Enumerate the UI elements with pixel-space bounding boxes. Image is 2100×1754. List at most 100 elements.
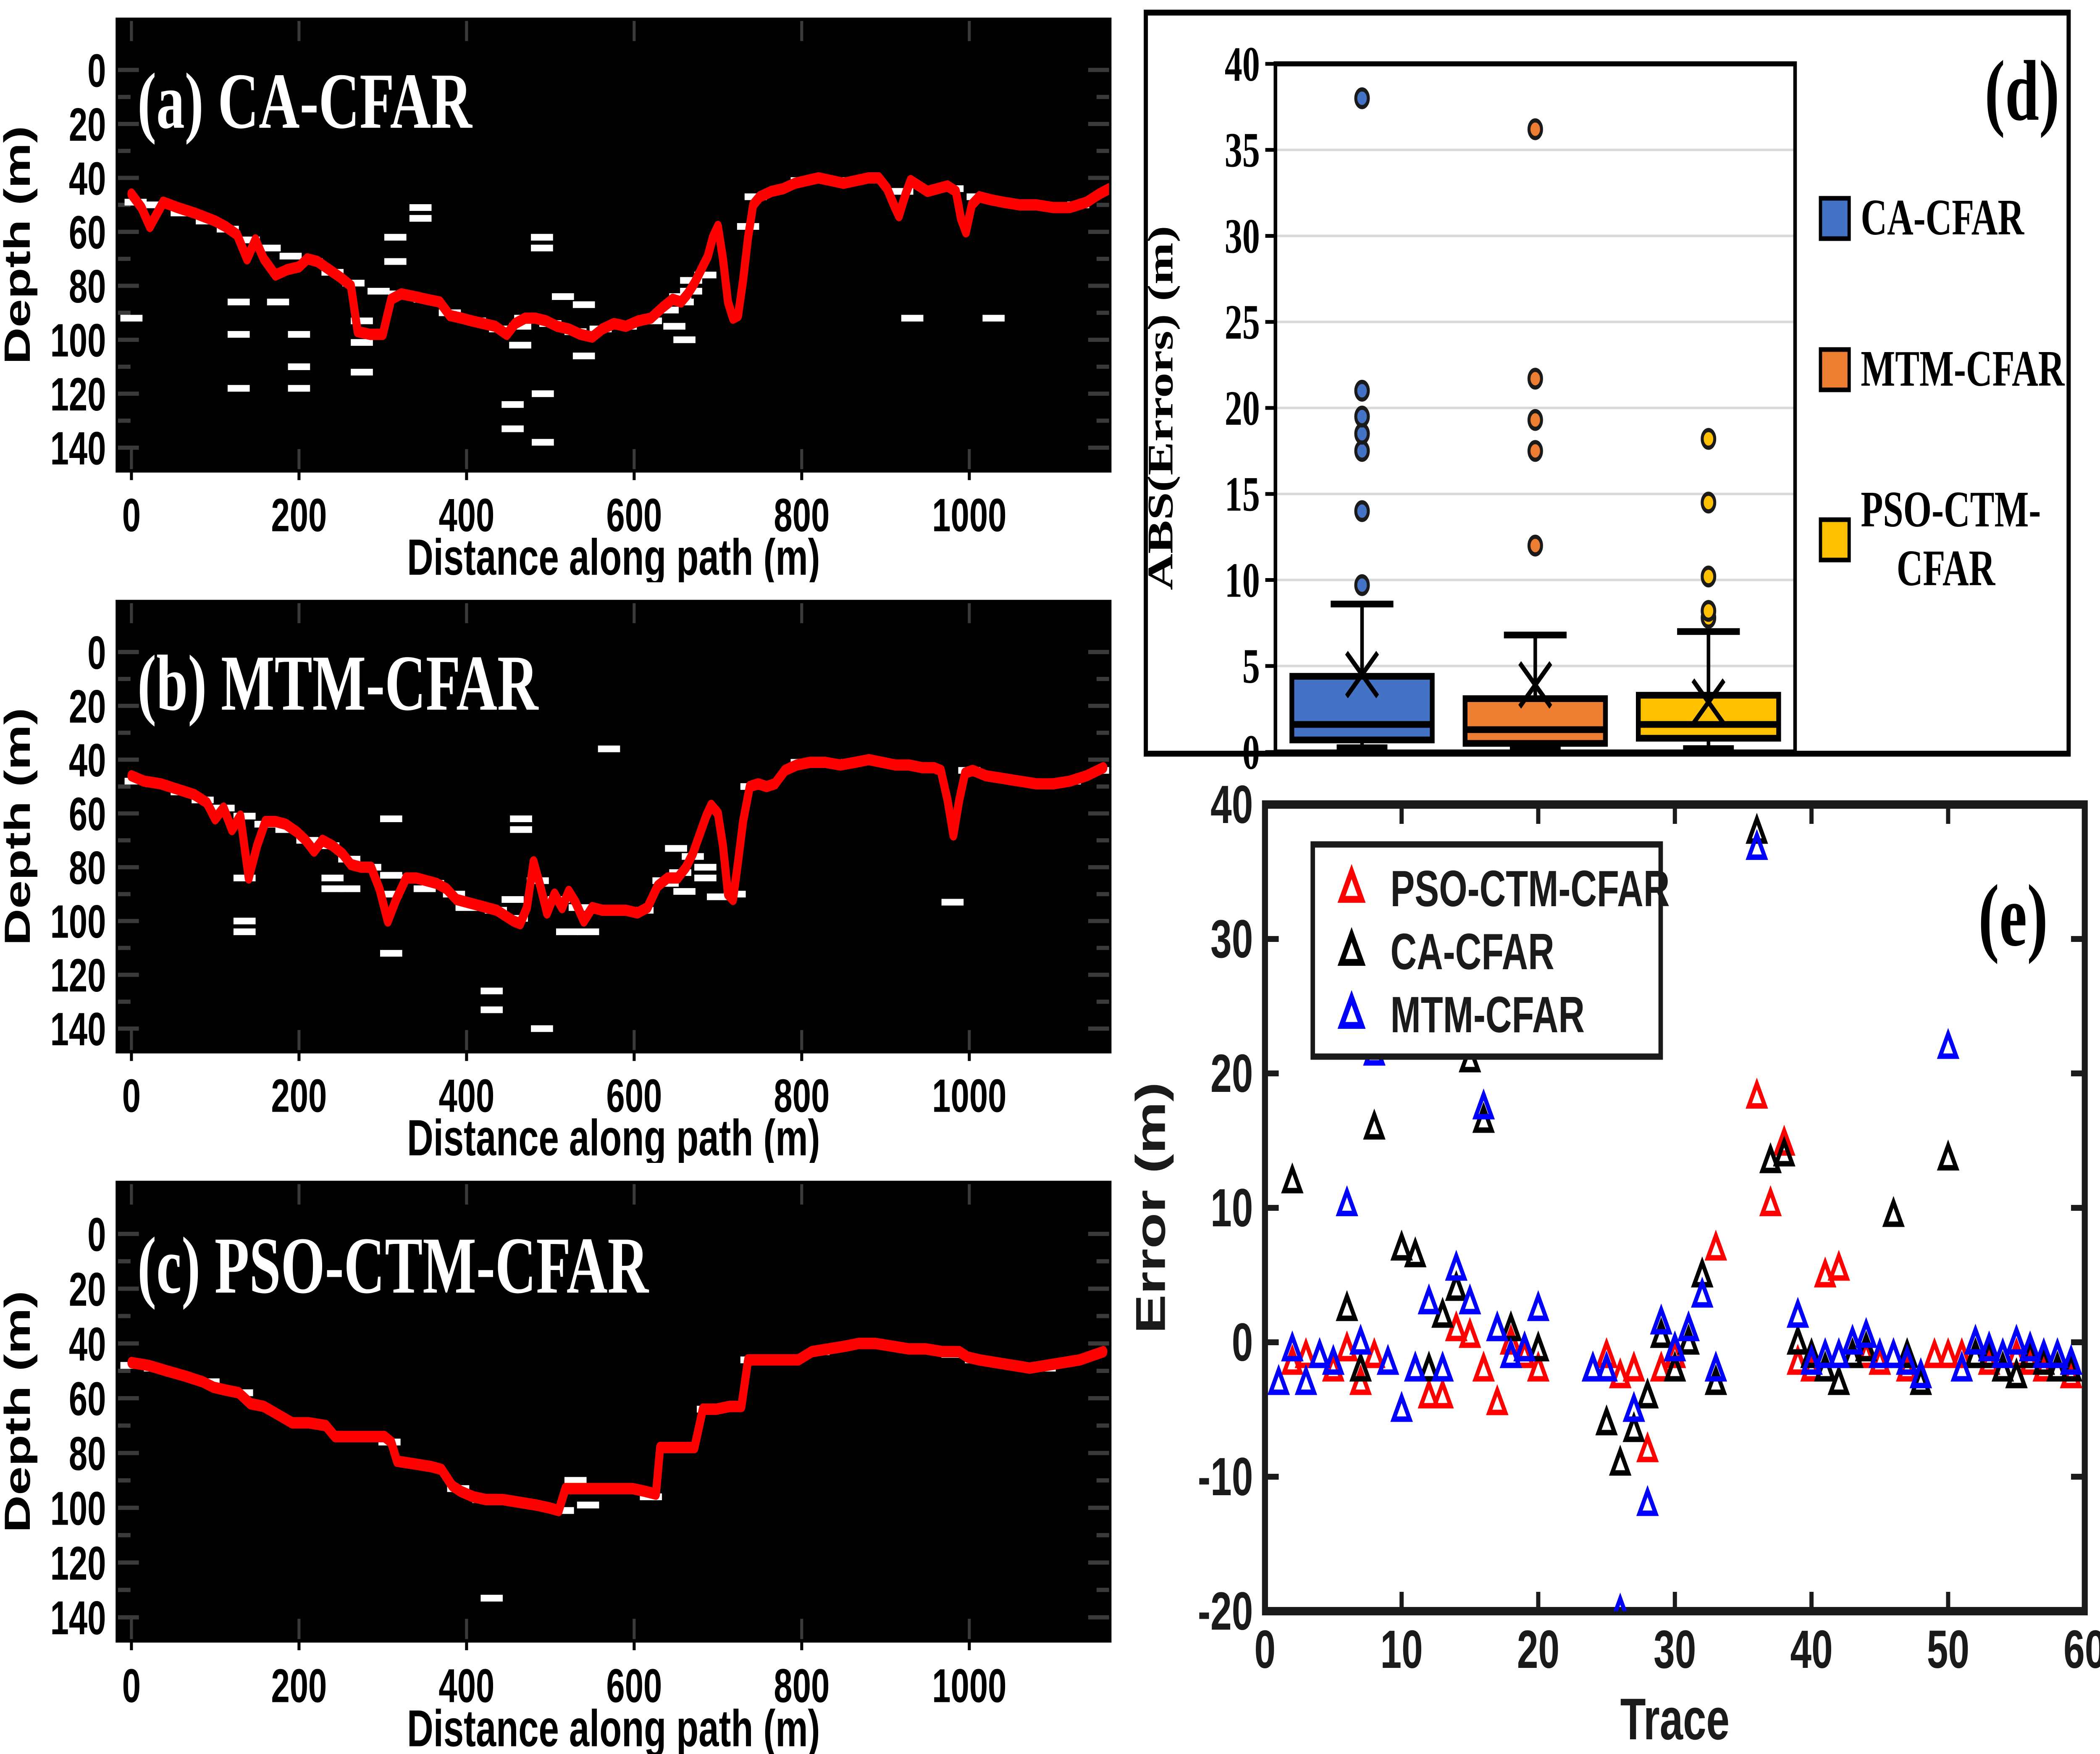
y-tick-label: 20 (69, 680, 106, 733)
detection-mark (901, 315, 924, 322)
panel-e-scatter: 0 10 20 30 40 50 60 -20 -10 0 10 20 30 40 Trace Error (… (1120, 781, 2100, 1754)
x-tick-label: 400 (438, 489, 494, 542)
y-tick-label: 80 (69, 260, 106, 313)
x-tick-label: 50 (1927, 1619, 1969, 1680)
scatter-point (1322, 1344, 1345, 1375)
y-tick-label: 30 (1210, 909, 1253, 969)
detection-mark (368, 288, 390, 295)
scatter-point (1746, 1078, 1768, 1109)
scatter-point (2032, 1337, 2055, 1368)
scatter-point (1964, 1323, 1987, 1355)
y-tick-label: 60 (69, 1372, 106, 1425)
outlier-point (1354, 423, 1370, 445)
scatter-point (1376, 1344, 1399, 1375)
detection-mark (556, 928, 578, 935)
scatter-point (1445, 1249, 1468, 1281)
x-tick-label: 0 (122, 1070, 141, 1122)
scatter-point (1937, 1028, 1960, 1059)
axis-ticks (118, 603, 1109, 1061)
x-tick-label: 1000 (932, 489, 1006, 542)
x-tick-label: 400 (438, 1070, 494, 1122)
detection-mark (673, 336, 696, 343)
y-tick-label: 35 (1225, 123, 1260, 178)
y-axis-label: Depth (m) (0, 708, 38, 946)
y-tick-label: 40 (69, 734, 106, 786)
outlier-point (1354, 87, 1370, 109)
scatter-point (1896, 1337, 1919, 1368)
scatter-point (1937, 1139, 1960, 1171)
scatter-point (1527, 1350, 1550, 1382)
scatter-point (1613, 1592, 1627, 1611)
scatter-point (1349, 1323, 1372, 1355)
detection-mark (673, 888, 696, 895)
scatter-point (1513, 1337, 1536, 1368)
detection-mark (531, 245, 553, 252)
detection-mark (501, 401, 524, 408)
y-tick-label: 120 (50, 1536, 106, 1590)
scatter-point (1581, 1350, 1604, 1382)
x-tick-label: 800 (774, 1659, 830, 1712)
detection-mark (551, 293, 574, 300)
scatter-point (1404, 1350, 1427, 1382)
detection-mark (501, 425, 524, 432)
detection-mark (665, 845, 687, 852)
scatter-point (1896, 1344, 1919, 1375)
y-tick-label: 20 (1225, 381, 1260, 436)
y-axis-label: Depth (m) (0, 1291, 38, 1533)
x-axis-label: Distance along path (m) (407, 529, 820, 582)
x-axis-label: Distance along path (m) (407, 1110, 820, 1163)
y-tick-label: 0 (87, 626, 106, 679)
scatter-point (1418, 1350, 1440, 1382)
detection-mark (480, 1006, 503, 1013)
legend-swatch (1819, 517, 1851, 563)
scatter-point (1786, 1323, 1809, 1355)
detection-mark (707, 893, 729, 900)
scatter-point (1595, 1404, 1618, 1436)
y-tick-label: 25 (1225, 295, 1260, 350)
scatter-point (1636, 1377, 1659, 1409)
scatter-point (1704, 1350, 1727, 1382)
detection-mark (509, 342, 531, 349)
legend-label: CFAR (1897, 540, 1996, 597)
y-tick-label: 140 (50, 1003, 106, 1055)
y-tick-label: 80 (69, 841, 106, 894)
legend-label: PSO-CTM-CFAR (1391, 860, 1670, 917)
x-tick-label: 200 (271, 1070, 327, 1122)
detection-mark (941, 899, 964, 906)
y-tick-label: 40 (1210, 781, 1253, 835)
outlier-point (1701, 428, 1717, 450)
scatter-point (1281, 1330, 1304, 1362)
scatter-point (1294, 1364, 1318, 1395)
y-axis-label: ABS(Errors) (m) (1140, 226, 1180, 590)
panel-title: (a) CA-CFAR (137, 57, 473, 145)
legend-label: MTM-CFAR (1391, 986, 1585, 1043)
detection-mark (380, 950, 402, 957)
plot-area (116, 17, 1112, 473)
scatter-point (1869, 1337, 1891, 1368)
scatter-point (1937, 1337, 1960, 1368)
x-tick-label: 60 (2063, 1619, 2100, 1680)
scatter-point (1909, 1357, 1932, 1388)
detection-mark (577, 1502, 599, 1509)
scatter-point (1418, 1377, 1440, 1409)
x-tick-label: 0 (122, 489, 141, 542)
scatter-point (1337, 927, 1366, 966)
scatter-point (1486, 1310, 1509, 1341)
box-body (1289, 673, 1435, 744)
depth-profile-line (127, 1338, 1108, 1517)
detection-mark (409, 215, 432, 222)
scatter-point (1704, 1229, 1727, 1261)
scatter-point (1622, 1350, 1645, 1382)
detection-mark (564, 1477, 587, 1484)
scatter-point (1827, 1249, 1850, 1281)
outlier-point (1701, 492, 1717, 514)
y-tick-label: 60 (69, 788, 106, 840)
detection-mark (288, 363, 310, 370)
legend-item-pso-ctm-cfar: PSO-CTM-CFAR (1819, 481, 2041, 597)
x-tick-label: 0 (122, 1659, 141, 1712)
scatter-point (2060, 1344, 2082, 1375)
outlier-point (1354, 440, 1370, 462)
depth-profile-line (127, 754, 1108, 930)
y-tick-label: 0 (87, 1208, 106, 1261)
